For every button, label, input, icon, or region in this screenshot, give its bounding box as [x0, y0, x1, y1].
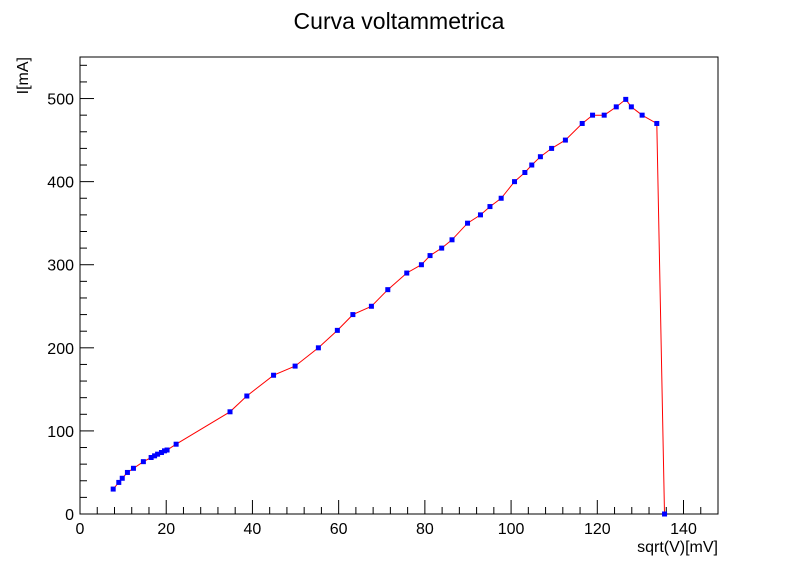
data-point [427, 253, 433, 259]
x-tick-label: 60 [330, 521, 348, 538]
x-tick-label: 80 [416, 521, 434, 538]
data-point [148, 454, 154, 460]
data-point [449, 237, 455, 243]
x-axis-label: sqrt(V)[mV] [637, 539, 718, 556]
y-tick-label: 300 [47, 258, 74, 275]
data-point [404, 270, 410, 276]
data-point [512, 179, 518, 185]
data-point [350, 312, 356, 318]
data-point [487, 204, 493, 210]
data-point [315, 345, 321, 351]
series-line [112, 98, 665, 515]
data-point [155, 451, 161, 457]
x-tick-label: 0 [76, 521, 85, 538]
data-point [173, 441, 179, 447]
x-tick-label: 40 [244, 521, 262, 538]
data-point [601, 112, 607, 118]
data-point [152, 453, 158, 459]
data-point [110, 486, 116, 492]
data-point [119, 475, 125, 481]
data-point [662, 511, 668, 517]
data-point [439, 245, 445, 251]
data-point [418, 262, 424, 268]
x-tick-label: 140 [670, 521, 697, 538]
data-point [477, 212, 483, 218]
x-tick-label: 120 [584, 521, 611, 538]
y-tick-label: 200 [47, 341, 74, 358]
data-point [562, 137, 568, 143]
x-tick-label: 100 [498, 521, 525, 538]
data-point [498, 195, 504, 201]
data-point [271, 372, 277, 378]
data-point [124, 469, 130, 475]
data-point [158, 450, 164, 456]
y-tick-label: 0 [65, 507, 74, 524]
data-point [385, 287, 391, 293]
data-point [579, 120, 585, 126]
data-points [110, 96, 668, 517]
data-point [227, 409, 233, 415]
data-point [590, 112, 596, 118]
data-point [161, 448, 167, 454]
data-point [628, 104, 634, 110]
data-point [368, 303, 374, 309]
data-point [292, 363, 298, 369]
data-point [244, 393, 250, 399]
data-point [623, 96, 629, 102]
data-point [164, 447, 170, 453]
data-point [537, 154, 543, 160]
data-point [522, 169, 528, 175]
data-point [654, 120, 660, 126]
data-point [639, 112, 645, 118]
y-tick-label: 400 [47, 175, 74, 192]
y-tick-label: 500 [47, 92, 74, 109]
data-point [529, 162, 535, 168]
data-point [613, 104, 619, 110]
data-point [116, 479, 122, 485]
data-point [334, 327, 340, 333]
data-point [549, 145, 555, 151]
plot-frame [79, 56, 719, 515]
y-axis: 0 100 200 300 400 500 [47, 64, 94, 524]
chart-title: Curva voltammetrica [294, 8, 505, 34]
x-axis: 0 20 40 60 80 100 120 140 [76, 500, 719, 538]
data-point [465, 220, 471, 226]
x-tick-label: 20 [157, 521, 175, 538]
data-point [130, 465, 136, 471]
y-axis-label: I[mA] [15, 57, 32, 94]
y-tick-label: 100 [47, 424, 74, 441]
data-point [140, 459, 146, 465]
